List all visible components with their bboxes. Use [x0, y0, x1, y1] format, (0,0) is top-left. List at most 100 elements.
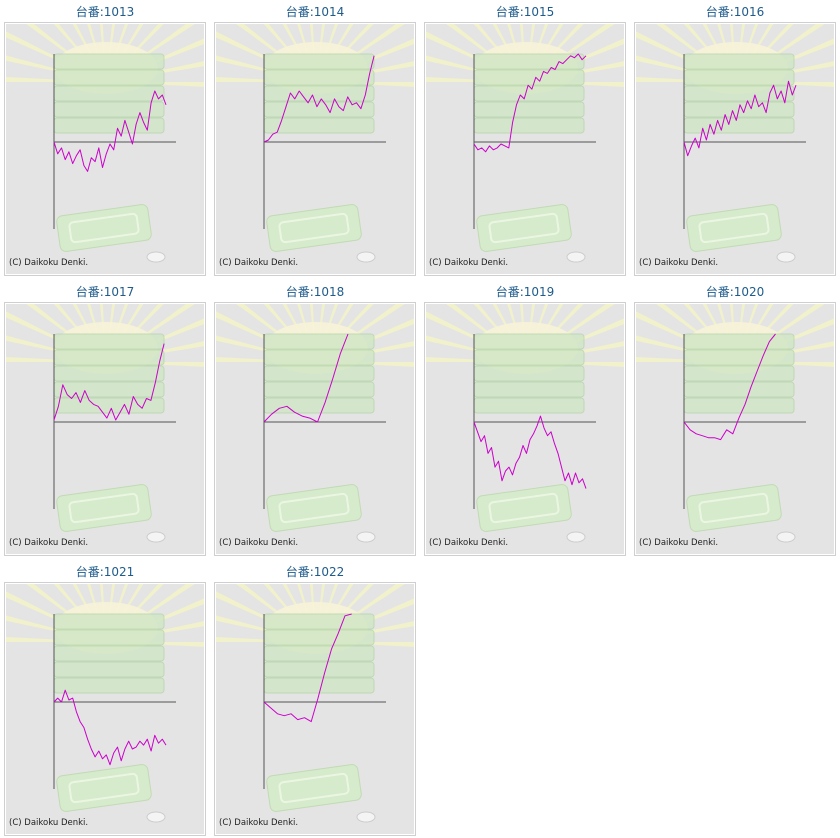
box-stack-decor [473, 53, 585, 70]
background-artwork [216, 24, 414, 274]
tray-decor [476, 484, 572, 532]
copyright-text: (C) Daikoku Denki. [639, 538, 718, 548]
box-stack-decor [473, 85, 585, 102]
payout-series-line [263, 613, 352, 723]
coin-decor [356, 531, 376, 543]
box-stack-decor [263, 333, 375, 350]
chart-title: 台番:1014 [285, 5, 345, 19]
copyright-text: (C) Daikoku Denki. [429, 538, 508, 548]
chart-title: 台番:1017 [75, 285, 135, 299]
tray-decor [56, 204, 152, 252]
sunburst-ray [106, 318, 204, 362]
copyright-text: (C) Daikoku Denki. [639, 258, 718, 268]
payout-series-line [263, 333, 349, 423]
tray-decor [56, 484, 152, 532]
copyright-text: (C) Daikoku Denki. [219, 538, 298, 548]
box-stack-decor [53, 645, 165, 662]
chart-panel: 台番:1021 (C) Daikoku Denki. [4, 562, 206, 836]
tray-decor [56, 764, 152, 812]
coin-decor [356, 251, 376, 263]
chart-svg: (C) Daikoku Denki. [6, 304, 204, 554]
box-stack-decor [263, 53, 375, 70]
sunburst-ray [736, 318, 834, 362]
box-stack-decor [473, 333, 585, 350]
copyright-text: (C) Daikoku Denki. [429, 258, 508, 268]
box-stack-decor [473, 69, 585, 86]
background-artwork [6, 584, 204, 834]
box-stack-decor [473, 381, 585, 398]
coin-decor [146, 531, 166, 543]
chart-frame: (C) Daikoku Denki. [4, 582, 206, 836]
chart-frame: (C) Daikoku Denki. [214, 22, 416, 276]
background-artwork [216, 304, 414, 554]
box-stack-decor [53, 85, 165, 102]
chart-panel: 台番:1019 (C) Daikoku Denki. [424, 282, 626, 556]
box-stack-decor [263, 613, 375, 630]
sunburst-ray [106, 598, 204, 642]
chart-svg: (C) Daikoku Denki. [636, 24, 834, 274]
chart-frame: (C) Daikoku Denki. [634, 22, 836, 276]
box-stack-decor [53, 397, 165, 414]
copyright-text: (C) Daikoku Denki. [9, 538, 88, 548]
chart-title: 台番:1018 [285, 285, 345, 299]
tray-decor [686, 204, 782, 252]
coin-decor [776, 251, 796, 263]
box-stack-decor [53, 629, 165, 646]
coin-decor [146, 251, 166, 263]
coin-decor [356, 811, 376, 823]
chart-title: 台番:1019 [495, 285, 555, 299]
copyright-text: (C) Daikoku Denki. [219, 818, 298, 828]
tray-inner-decor [68, 492, 140, 524]
chart-frame: (C) Daikoku Denki. [4, 22, 206, 276]
chart-panel: 台番:1016 (C) Daikoku Denki. [634, 2, 836, 276]
payout-series-line [683, 333, 776, 441]
chart-svg: (C) Daikoku Denki. [426, 24, 624, 274]
chart-panel: 台番:1020 (C) Daikoku Denki. [634, 282, 836, 556]
box-stack-decor [53, 677, 165, 694]
payout-series-line [53, 90, 167, 172]
tray-inner-decor [698, 212, 770, 244]
box-stack-decor [53, 349, 165, 366]
chart-title: 台番:1022 [285, 565, 345, 579]
coin-decor [566, 251, 586, 263]
tray-decor [686, 484, 782, 532]
chart-title: 台番:1016 [705, 5, 765, 19]
sunburst-ray [526, 318, 624, 362]
chart-panel: 台番:1022 (C) Daikoku Denki. [214, 562, 416, 836]
chart-frame: (C) Daikoku Denki. [4, 302, 206, 556]
chart-panel: 台番:1018 (C) Daikoku Denki. [214, 282, 416, 556]
chart-panel: 台番:1013 (C) Daikoku Denki. [4, 2, 206, 276]
background-artwork [426, 304, 624, 554]
tray-inner-decor [488, 492, 560, 524]
box-stack-decor [53, 53, 165, 70]
box-stack-decor [263, 397, 375, 414]
copyright-text: (C) Daikoku Denki. [219, 258, 298, 268]
chart-frame: (C) Daikoku Denki. [424, 22, 626, 276]
tray-decor [266, 484, 362, 532]
box-stack-decor [263, 85, 375, 102]
coin-decor [566, 531, 586, 543]
box-stack-decor [683, 333, 795, 350]
box-stack-decor [473, 397, 585, 414]
box-stack-decor [683, 69, 795, 86]
tray-inner-decor [278, 772, 350, 804]
background-artwork [6, 304, 204, 554]
box-stack-decor [683, 53, 795, 70]
chart-frame: (C) Daikoku Denki. [214, 582, 416, 836]
box-stack-decor [53, 381, 165, 398]
background-artwork [636, 24, 834, 274]
tray-inner-decor [698, 492, 770, 524]
payout-series-line [263, 55, 375, 143]
chart-svg: (C) Daikoku Denki. [636, 304, 834, 554]
chart-svg: (C) Daikoku Denki. [426, 304, 624, 554]
coin-decor [776, 531, 796, 543]
chart-svg: (C) Daikoku Denki. [6, 584, 204, 834]
box-stack-decor [263, 381, 375, 398]
box-stack-decor [263, 677, 375, 694]
chart-svg: (C) Daikoku Denki. [216, 584, 414, 834]
box-stack-decor [683, 117, 795, 134]
chart-title: 台番:1021 [75, 565, 135, 579]
payout-series-line [53, 343, 165, 421]
tray-inner-decor [278, 212, 350, 244]
background-artwork [426, 24, 624, 274]
